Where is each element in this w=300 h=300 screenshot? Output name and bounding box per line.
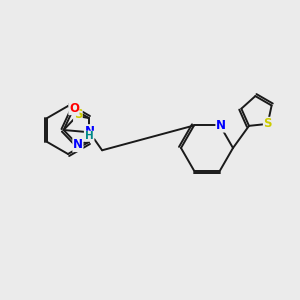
Text: S: S bbox=[263, 117, 272, 130]
Text: N: N bbox=[85, 125, 94, 138]
Text: H: H bbox=[85, 131, 94, 141]
Text: O: O bbox=[69, 102, 79, 115]
Text: S: S bbox=[74, 109, 82, 122]
Text: N: N bbox=[216, 119, 226, 132]
Text: N: N bbox=[73, 139, 83, 152]
